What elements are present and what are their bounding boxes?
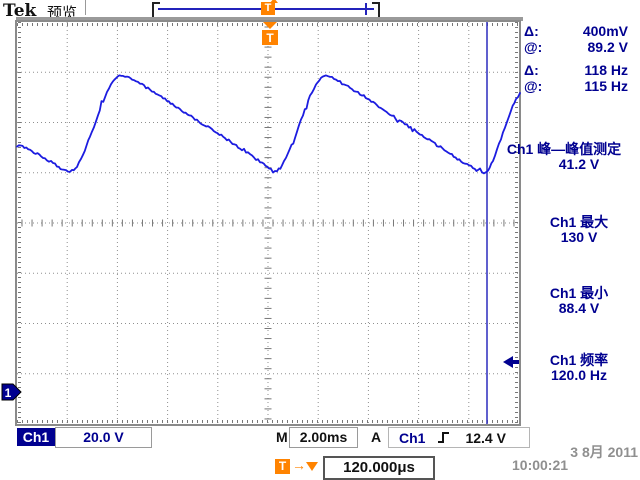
- timebase-scale: 2.00ms: [289, 427, 358, 448]
- cursor-at-symbol: @:: [524, 39, 543, 55]
- delay-trigger-icon: T: [275, 459, 290, 474]
- trigger-level-arrow-icon: [503, 356, 519, 368]
- graticule-top-bar: [16, 17, 523, 21]
- timebase-prefix: M: [276, 429, 288, 445]
- cursor-at-frequency-value: 115 Hz: [584, 78, 628, 94]
- trigger-readout: Ch1 12.4 V: [388, 427, 530, 448]
- horizontal-delay-value: 120.000μs: [323, 456, 435, 480]
- trigger-bar-arrow-icon: [270, 0, 278, 3]
- ch1-waveform-trace: [16, 74, 521, 175]
- trigger-level: 12.4 V: [465, 429, 506, 446]
- rising-edge-icon: [438, 432, 450, 443]
- measurement-max-label: Ch1 最大: [549, 214, 609, 230]
- measurement-pk2pk-label: Ch1 峰—峰值测定: [506, 141, 622, 157]
- cursor-delta-voltage: Δ: 400mV: [524, 23, 628, 39]
- trigger-position-marker-icon: T: [262, 22, 278, 45]
- measurement-freq-value: 120.0 Hz: [550, 367, 608, 383]
- delay-triangle-icon: [306, 462, 318, 471]
- header-divider: [85, 0, 86, 15]
- graticule-border: [15, 20, 521, 426]
- window-position-tick: [365, 3, 367, 15]
- date-display: 3 8月 2011: [570, 444, 638, 460]
- cursor-at-voltage: @: 89.2 V: [524, 39, 628, 55]
- measurement-min-label: Ch1 最小: [549, 285, 609, 301]
- trigger-source: Ch1: [399, 429, 426, 446]
- cursor-delta-frequency-value: 118 Hz: [584, 62, 628, 78]
- cursor-at-frequency: @: 115 Hz: [524, 78, 628, 94]
- channel1-scale: 20.0 V: [55, 427, 152, 448]
- measurement-max-value: 130 V: [560, 229, 598, 245]
- time-display: 10:00:21: [512, 457, 569, 473]
- cursor-delta-frequency: Δ: 118 Hz: [524, 62, 628, 78]
- tek-logo: Tek: [3, 1, 37, 21]
- measurement-min-value: 88.4 V: [558, 300, 600, 316]
- svg-text:T: T: [266, 31, 274, 45]
- channel1-badge: Ch1: [17, 428, 55, 446]
- delay-arrow-icon: →: [292, 457, 306, 473]
- cursor-at-symbol: @:: [524, 78, 543, 94]
- measurement-pk2pk-value: 41.2 V: [558, 156, 600, 172]
- cursor-delta-voltage-value: 400mV: [582, 23, 628, 39]
- trigger-position-bar-icon: T: [261, 2, 275, 15]
- svg-text:1: 1: [5, 386, 12, 400]
- cursor-delta-symbol: Δ:: [524, 62, 539, 78]
- trigger-mode: A: [371, 429, 382, 445]
- cursor-at-voltage-value: 89.2 V: [587, 39, 628, 55]
- measurement-freq-label: Ch1 频率: [549, 352, 609, 368]
- channel1-ground-marker-icon: 1: [1, 383, 22, 401]
- cursor-delta-symbol: Δ:: [524, 23, 539, 39]
